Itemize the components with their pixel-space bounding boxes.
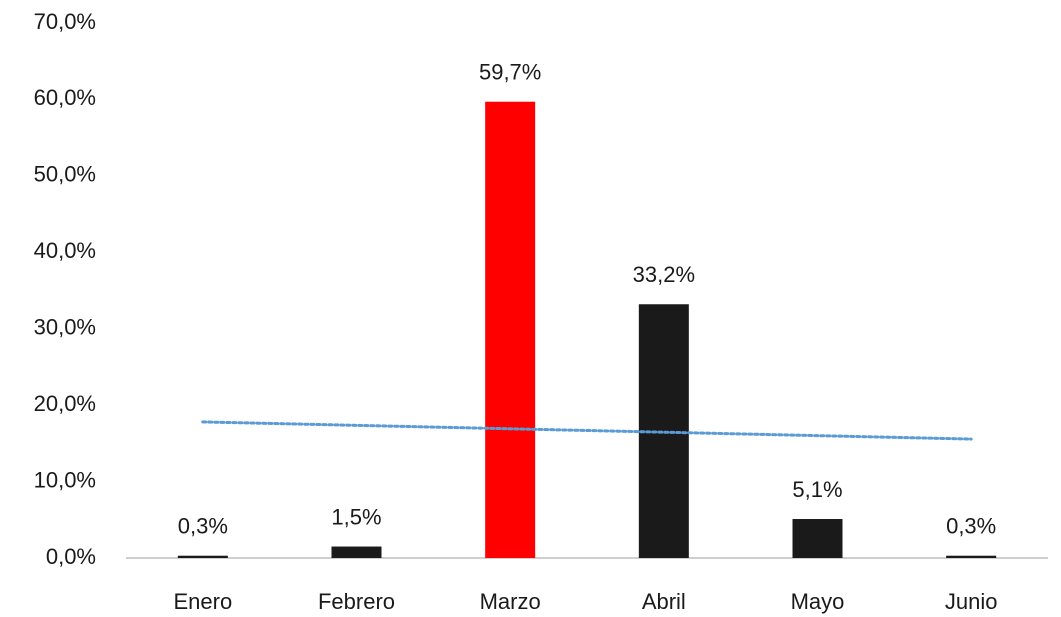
y-tick-label: 30,0% [34,315,96,340]
bar [946,555,997,558]
x-tick-label: Junio [945,589,998,614]
bar [792,519,843,558]
bar [331,546,382,558]
data-label: 59,7% [479,60,541,85]
data-label: 0,3% [946,514,996,539]
data-label: 33,2% [633,262,695,287]
x-tick-label: Marzo [480,589,541,614]
y-tick-label: 50,0% [34,162,96,187]
data-label: 1,5% [331,504,381,529]
trendline [201,420,973,441]
y-tick-label: 10,0% [34,467,96,492]
bar [177,555,228,558]
y-tick-label: 60,0% [34,85,96,110]
x-tick-label: Enero [173,589,232,614]
data-label: 5,1% [792,477,842,502]
x-tick-label: Febrero [318,589,395,614]
y-tick-label: 20,0% [34,391,96,416]
y-tick-label: 0,0% [46,544,96,569]
x-tick-label: Mayo [791,589,845,614]
bar [485,101,536,558]
y-tick-label: 40,0% [34,238,96,263]
data-label: 0,3% [178,514,228,539]
x-tick-label: Abril [642,589,686,614]
y-tick-label: 70,0% [34,9,96,34]
